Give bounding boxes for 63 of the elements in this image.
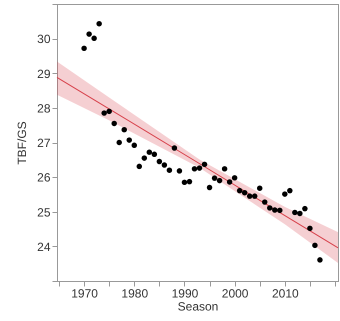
point bbox=[242, 190, 248, 196]
point bbox=[252, 193, 258, 199]
point bbox=[106, 108, 112, 114]
point bbox=[132, 142, 138, 148]
x-tick-label: 1970 bbox=[71, 286, 98, 300]
x-tick-label: 2000 bbox=[222, 286, 249, 300]
point bbox=[216, 178, 222, 184]
point bbox=[186, 178, 192, 184]
y-tick-label: 28 bbox=[37, 101, 51, 116]
y-tick-label: 27 bbox=[37, 136, 51, 150]
point bbox=[312, 242, 318, 248]
y-tick-label: 25 bbox=[37, 205, 51, 220]
point bbox=[302, 206, 308, 212]
y-tick-label: 29 bbox=[37, 66, 51, 81]
point bbox=[236, 188, 242, 194]
point bbox=[277, 208, 283, 214]
point bbox=[122, 126, 127, 132]
x-axis-title: Season bbox=[178, 300, 218, 314]
point bbox=[232, 175, 238, 181]
point bbox=[262, 199, 268, 205]
point bbox=[246, 193, 252, 199]
point bbox=[206, 184, 212, 190]
point bbox=[116, 140, 122, 146]
x-tick-label: 1990 bbox=[172, 286, 199, 300]
point bbox=[267, 205, 272, 211]
point bbox=[317, 257, 323, 263]
point bbox=[146, 149, 152, 155]
line-series bbox=[56, 76, 338, 248]
point bbox=[101, 110, 107, 116]
point bbox=[166, 167, 172, 173]
point bbox=[81, 46, 87, 52]
y-axis-title: TBF/GS bbox=[15, 121, 30, 165]
point bbox=[111, 120, 117, 126]
point bbox=[156, 158, 162, 164]
point bbox=[182, 180, 188, 186]
point bbox=[297, 210, 303, 216]
point bbox=[126, 137, 132, 143]
point bbox=[292, 210, 298, 216]
point bbox=[142, 155, 148, 161]
x-tick-label: 1980 bbox=[121, 286, 148, 300]
point bbox=[196, 165, 202, 171]
point bbox=[202, 162, 208, 168]
y-tick-label: 30 bbox=[37, 32, 51, 46]
point bbox=[96, 21, 102, 26]
point bbox=[272, 207, 278, 213]
point bbox=[91, 36, 97, 42]
point bbox=[86, 31, 92, 37]
point bbox=[212, 175, 218, 181]
point bbox=[226, 179, 232, 185]
point bbox=[256, 185, 262, 191]
point bbox=[282, 191, 288, 197]
point bbox=[222, 166, 228, 172]
point bbox=[176, 168, 182, 174]
point bbox=[192, 166, 198, 172]
point bbox=[162, 162, 168, 168]
point bbox=[136, 164, 142, 170]
point bbox=[287, 188, 293, 194]
y-tick-label: 26 bbox=[37, 170, 51, 185]
y-tick-label: 24 bbox=[37, 240, 51, 254]
point bbox=[307, 226, 313, 232]
point bbox=[172, 145, 178, 151]
x-tick-label: 2010 bbox=[272, 286, 299, 300]
point bbox=[152, 152, 158, 158]
